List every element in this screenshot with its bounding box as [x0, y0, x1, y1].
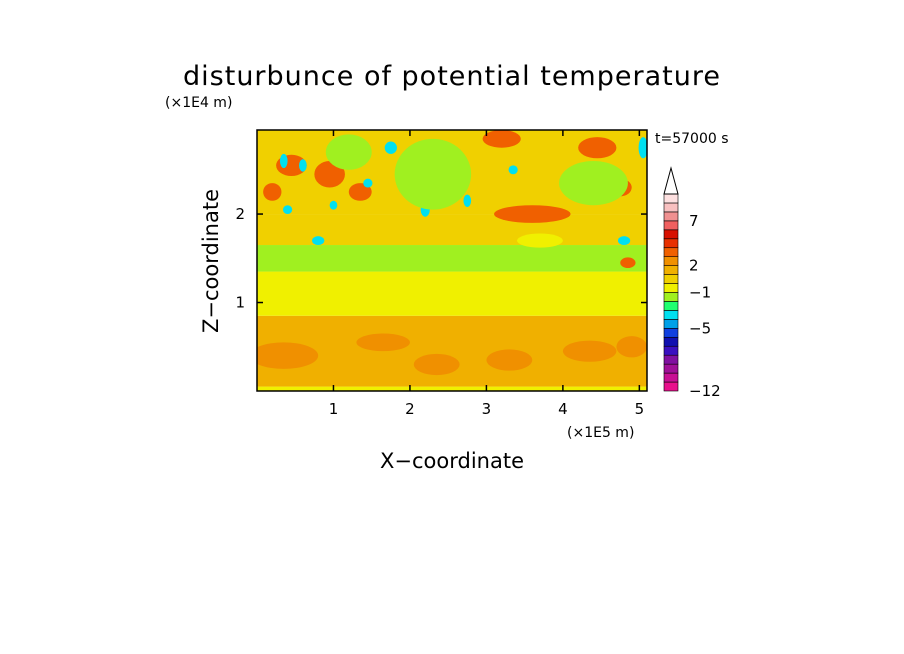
- colorbar-swatch: [663, 238, 679, 249]
- colorbar-swatch: [663, 292, 679, 302]
- colorbar-swatch: [663, 328, 679, 338]
- colorbar-swatch: [663, 283, 679, 293]
- colorbar-swatch: [663, 345, 679, 356]
- contour-cell: [283, 205, 293, 215]
- contour-band: [257, 271, 647, 316]
- colorbar-swatch: [663, 211, 679, 222]
- colorbar-swatch: [663, 354, 679, 365]
- contour-band: [257, 386, 647, 391]
- contour-cell: [482, 130, 521, 148]
- colorbar-tick-label: −1: [689, 284, 711, 302]
- contour-cell: [620, 257, 636, 269]
- y-tick-label: 1: [235, 294, 245, 312]
- contour-cell: [562, 340, 617, 362]
- colorbar-tick-label: −5: [689, 319, 711, 337]
- x-tick-label: 4: [558, 400, 568, 418]
- contour-band: [257, 245, 647, 272]
- contour-cell: [394, 138, 472, 210]
- colorbar-swatch: [663, 247, 679, 257]
- contour-cell: [384, 141, 397, 154]
- contour-cell: [559, 160, 628, 206]
- contour-cell: [312, 236, 325, 246]
- x-tick-label: 2: [405, 400, 415, 418]
- contour-cell: [279, 153, 288, 169]
- contour-cell: [325, 134, 372, 170]
- y-tick-label: 2: [235, 205, 245, 223]
- contour-cell: [299, 159, 307, 172]
- contour-cell: [356, 333, 410, 352]
- colorbar-swatch: [663, 319, 679, 329]
- colorbar-swatch: [663, 220, 679, 231]
- colorbar-tick-label: 7: [689, 212, 699, 230]
- plot-area: [257, 130, 647, 391]
- colorbar-tick-label: 2: [689, 257, 699, 275]
- contour-cell: [508, 165, 518, 175]
- contour-cell: [517, 233, 563, 248]
- colorbar-swatch: [663, 372, 679, 383]
- colorbar-extend-arrow: [663, 166, 679, 195]
- time-label: t=57000 s: [655, 131, 729, 147]
- contour-cell: [329, 200, 338, 210]
- y-unit-label: (×1E4 m): [165, 95, 232, 111]
- colorbar-swatch: [663, 363, 679, 374]
- x-tick-label: 5: [635, 400, 645, 418]
- colorbar-swatch: [663, 202, 679, 213]
- colorbar-swatch: [663, 229, 679, 240]
- x-tick-label: 3: [482, 400, 492, 418]
- colorbar: 7 2 −1 −5 −12: [663, 166, 721, 400]
- plot-frame: [256, 129, 648, 392]
- x-tick-label: 1: [329, 400, 339, 418]
- contour-cell: [486, 349, 533, 371]
- contour-cell: [578, 137, 617, 159]
- colorbar-swatch: [663, 310, 679, 320]
- colorbar-swatch: [663, 381, 679, 392]
- contour-cell: [348, 183, 372, 201]
- colorbar-swatch: [663, 265, 679, 275]
- colorbar-tick-label: −12: [689, 382, 721, 400]
- x-axis-label: X−coordinate: [380, 449, 524, 473]
- colorbar-swatch: [663, 274, 679, 284]
- contour-cell: [617, 236, 631, 246]
- colorbar-swatch: [663, 256, 679, 266]
- contour-cell: [463, 194, 472, 207]
- y-axis-label: Z−coordinate: [199, 189, 223, 333]
- y-axis: 12: [235, 205, 647, 312]
- contour-cell: [263, 183, 282, 201]
- x-unit-label: (×1E5 m): [567, 425, 634, 441]
- contour-cell: [363, 178, 373, 188]
- contour-cell: [257, 342, 319, 369]
- contour-cell: [314, 160, 345, 188]
- colorbar-swatch: [663, 301, 679, 311]
- x-axis: 1 2 3 4 5: [329, 130, 644, 418]
- colorbar-swatch: [663, 193, 679, 204]
- chart-title: disturbunce of potential temperature: [183, 61, 721, 92]
- contour-cell: [638, 137, 647, 159]
- contour-cell: [616, 336, 647, 358]
- contour-cell: [413, 353, 460, 376]
- contour-cell: [494, 205, 571, 223]
- colorbar-swatch: [663, 336, 679, 347]
